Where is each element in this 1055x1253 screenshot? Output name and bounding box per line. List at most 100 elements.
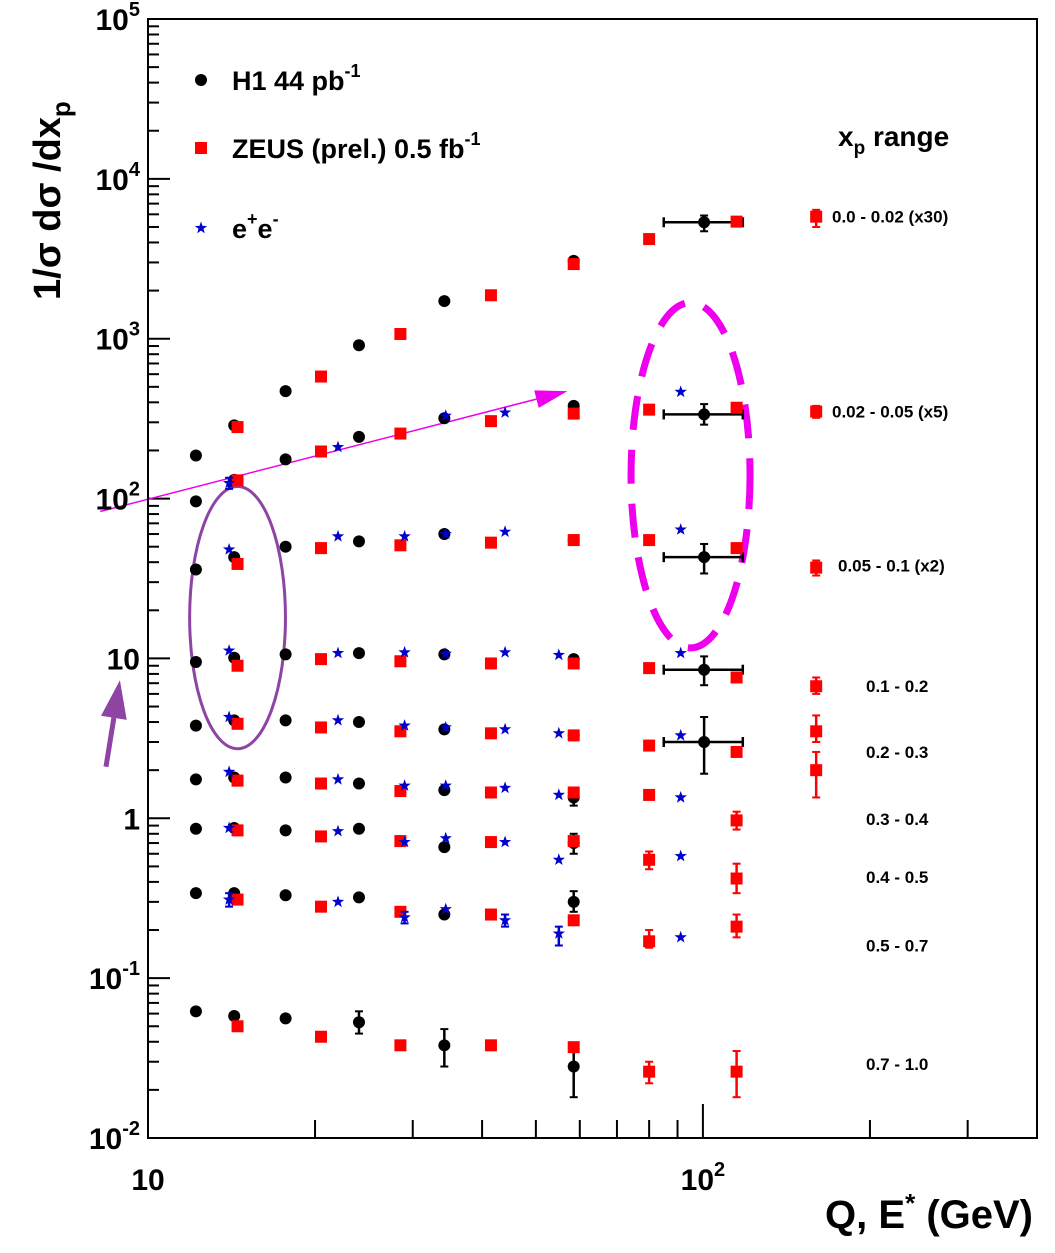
- ee-data-point: [498, 913, 512, 926]
- ee-data-point: [331, 529, 345, 542]
- ee-data-point: [331, 440, 345, 453]
- ee-data-point: [222, 893, 236, 905]
- h1-data-point: [352, 1016, 365, 1029]
- y-tick-base: 10: [89, 1123, 122, 1156]
- ee-data-point: [498, 835, 512, 848]
- ee-data-point: [439, 721, 452, 733]
- h1-data-point: [352, 716, 365, 729]
- ee-data-point: [222, 644, 236, 656]
- zeus-data-point: [567, 407, 580, 420]
- zeus-data-point: [314, 542, 327, 555]
- zeus-data-point: [643, 662, 656, 675]
- zeus-data-point: [730, 215, 743, 228]
- zeus-data-point: [231, 1020, 244, 1033]
- y-tick-exp: 2: [129, 479, 140, 501]
- ee-data-point: [674, 385, 687, 398]
- ee-data-point: [674, 523, 687, 535]
- legend-marker-square: [195, 142, 207, 154]
- y-tick-label: 102: [96, 479, 141, 517]
- h1-data-point: [352, 822, 365, 835]
- ee-data-point: [439, 527, 452, 540]
- h1-data-point: [567, 895, 580, 908]
- y-tick-label: 10-1: [89, 958, 140, 996]
- y-tick-exp: -2: [122, 1118, 140, 1140]
- xp-range-label: 0.3 - 0.4: [866, 810, 929, 829]
- legend-label-text: e: [232, 214, 247, 244]
- h1-data-point: [438, 841, 451, 854]
- legend-marker-circle: [195, 74, 207, 86]
- data-points: [189, 208, 823, 1099]
- legend-label-sup: -1: [345, 61, 361, 81]
- h1-data-point: [279, 714, 292, 727]
- h1-data-point: [189, 563, 202, 576]
- purple-arrow-head: [101, 680, 127, 720]
- zeus-data-point: [484, 536, 497, 549]
- zeus-data-point: [231, 824, 244, 837]
- ee-data-point: [439, 902, 452, 915]
- zeus-data-point: [394, 539, 407, 552]
- zeus-data-point: [314, 777, 327, 790]
- range-title-sub: p: [854, 138, 866, 159]
- ee-data-point: [498, 722, 512, 735]
- zeus-data-point: [567, 914, 580, 927]
- y-tick-label: 10: [107, 643, 140, 676]
- zeus-data-point: [567, 1041, 580, 1054]
- zeus-data-point: [567, 835, 580, 848]
- zeus-data-point: [730, 1065, 743, 1078]
- range-title: xp range: [838, 121, 949, 159]
- y-tick-label: 1: [123, 803, 140, 836]
- zeus-data-point: [730, 671, 743, 684]
- ee-data-point: [674, 646, 687, 659]
- h1-data-point: [438, 1039, 451, 1052]
- zeus-data-point: [643, 1065, 656, 1078]
- x-tick-base: 10: [681, 1164, 714, 1197]
- h1-data-point: [352, 430, 365, 443]
- zeus-data-point: [484, 786, 497, 799]
- y-tick-exp: 3: [129, 319, 140, 341]
- ee-data-point: [331, 646, 345, 659]
- zeus-data-point: [730, 872, 743, 885]
- zeus-data-point: [484, 836, 497, 849]
- ee-data-point: [498, 645, 512, 658]
- ee-data-point: [398, 910, 411, 923]
- h1-data-point: [189, 1005, 202, 1018]
- plot-frame: [147, 18, 1038, 1139]
- zeus-data-point: [231, 717, 244, 730]
- xp-range-label: 0.7 - 1.0: [866, 1055, 928, 1074]
- y-tick-label: 104: [96, 159, 141, 197]
- zeus-data-point: [484, 289, 497, 302]
- ee-data-point: [222, 543, 236, 555]
- zeus-data-point: [567, 786, 580, 799]
- zeus-data-point: [394, 655, 407, 668]
- h1-data-point: [228, 1009, 241, 1022]
- magenta-dashed-ellipse: [627, 299, 754, 652]
- h1-data-point: [698, 663, 711, 676]
- zeus-data-point: [394, 1039, 407, 1052]
- y-tick-base: 10: [96, 4, 129, 37]
- xp-range-label: 0.4 - 0.5: [866, 868, 928, 887]
- xp-range-label: 0.1 - 0.2: [866, 677, 928, 696]
- ee-data-point: [674, 791, 687, 803]
- zeus-data-point: [810, 680, 823, 693]
- y-tick-label: 103: [96, 319, 141, 357]
- zeus-data-point: [314, 445, 327, 458]
- zeus-data-point: [643, 788, 656, 801]
- ee-data-point: [331, 824, 345, 837]
- annotations: [99, 299, 754, 768]
- ee-data-point: [398, 645, 411, 658]
- h1-data-point: [279, 540, 292, 553]
- legend-label-sup: +: [247, 209, 258, 229]
- h1-data-point: [698, 216, 711, 229]
- y-axis-title-sub: p: [46, 101, 76, 117]
- zeus-data-point: [231, 893, 244, 906]
- magenta-arrow-head: [534, 390, 568, 408]
- xp-range-label: 0.2 - 0.3: [866, 743, 928, 762]
- purple-ellipse: [188, 485, 287, 751]
- x-axis-title-unit: (GeV): [915, 1193, 1033, 1237]
- x-axis-title: Q, E* (GeV): [825, 1188, 1033, 1237]
- h1-data-point: [279, 648, 292, 661]
- h1-data-point: [352, 339, 365, 352]
